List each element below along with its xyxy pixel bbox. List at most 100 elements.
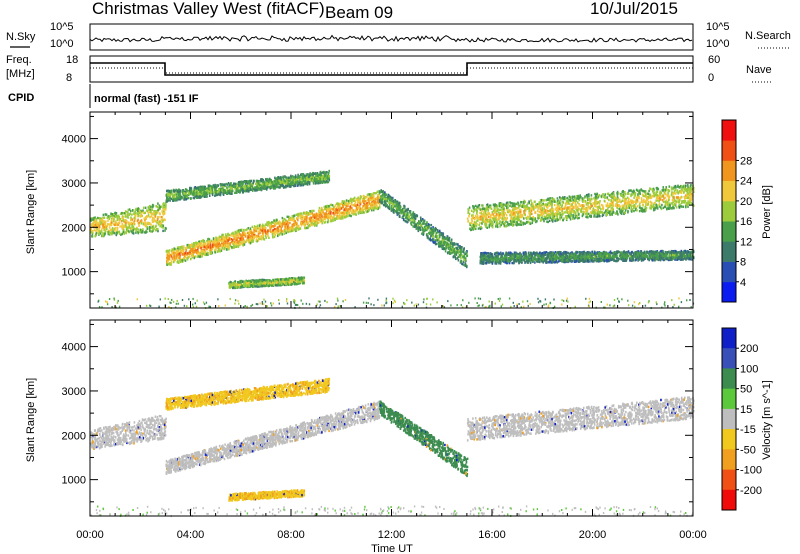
beam-label: Beam 09 [325,3,393,22]
velocity-colorbar-tick-label: -15 [740,424,756,436]
power-echo-band [378,189,469,269]
power-colorbar-tick-label: 20 [740,196,752,208]
velocity-colorbar-segment [722,328,736,349]
power-colorbar-tick-label: 16 [740,216,752,228]
velocity-echo-band [165,377,331,411]
time-axis: 00:00 04:00 08:00 12:00 16:00 20:00 00:00 [76,529,707,541]
velocity-colorbar-tick-label: 15 [740,404,752,416]
freq-label-line1: Freq. [6,54,32,66]
power-axes: 1000 2000 3000 4000 [62,112,694,308]
power-colorbar-tick-label: 8 [740,257,746,269]
time-tick-label: 04:00 [177,529,205,541]
power-colorbar-segment [722,120,736,141]
velocity-colorbar-tick-label: 200 [740,343,758,355]
velocity-colorbar-segment [722,388,736,410]
time-tick-label: 00:00 [679,529,707,541]
noise-left-tick-high: 10^5 [50,21,74,33]
velocity-colorbar-segment [722,368,736,389]
site-title: Christmas Valley West (fitACF) [92,0,325,18]
velocity-colorbar-label: Velocity [m s^-1] [761,380,773,460]
velocity-colorbar-tick-label: -50 [740,444,756,456]
velocity-data-layer [90,377,695,518]
time-tick-label: 16:00 [478,529,506,541]
freq-label-line2: [MHz] [6,68,35,80]
power-colorbar-tick-label: 24 [740,176,752,188]
noise-trace [89,34,693,43]
nave-tick-low: 0 [708,72,714,84]
velocity-echo-band [90,414,167,450]
noise-left-tick-low: 10^0 [50,38,74,50]
power-colorbar-tick-label: 28 [740,155,752,167]
velocity-y-tick-label: 2000 [62,430,86,442]
velocity-colorbar-segment [722,449,736,470]
power-echo-band [165,169,331,203]
velocity-ylabel: Slant Range [km] [25,378,37,462]
power-echo-band [466,183,695,232]
cpid-mode-text: normal (fast) -151 IF [94,93,199,105]
time-tick-label: 20:00 [579,529,607,541]
velocity-colorbar-tick-label: -200 [740,485,762,497]
power-colorbar-segment [722,200,736,222]
power-y-tick-label: 4000 [62,134,86,146]
velocity-colorbar-tick-label: 100 [740,363,758,375]
cpid-panel: CPID normal (fast) -151 IF [8,84,199,108]
noise-right-tick-high: 10^5 [706,21,730,33]
power-y-tick-label: 2000 [62,222,86,234]
power-colorbar-segment [722,241,736,262]
velocity-axes: 1000 2000 3000 4000 [62,320,694,516]
power-colorbar-segment [722,281,736,303]
power-colorbar-tick-label: 4 [740,277,746,289]
velocity-colorbar-segment [722,489,736,511]
velocity-colorbar-tick-label: 50 [740,384,752,396]
time-tick-label: 12:00 [378,529,406,541]
power-colorbar-segment [722,261,736,283]
power-colorbar-frame [721,119,737,303]
nave-tick-high: 60 [708,54,720,66]
velocity-colorbar-segment [722,348,736,369]
nave-label: Nave [746,64,772,76]
power-data-layer [90,169,695,310]
power-panel: 1000 2000 3000 4000 Slant Range [km] 4 8 12 16… [25,111,773,310]
freq-trace [90,62,693,76]
freq-tick-low: 8 [66,72,72,84]
power-echo-band [90,201,167,238]
time-tick-label: 00:00 [76,529,104,541]
velocity-echo-band [379,400,469,478]
power-colorbar-segment [722,221,736,242]
power-ylabel: Slant Range [km] [25,170,37,254]
power-colorbar-tick-label: 12 [740,236,752,248]
freq-panel: Freq. [MHz] 18 8 Nave 60 0 [6,54,772,84]
noise-panel: N.Sky 10^5 10^0 N.Search 10^5 10^0 [6,21,791,51]
cpid-label: CPID [8,92,34,104]
power-colorbar-segment [722,160,736,181]
velocity-colorbar: 200 100 50 15 -15 -50 -100 -200 [721,327,762,511]
velocity-echo-band [466,396,695,442]
power-y-tick-label: 1000 [62,267,86,279]
velocity-y-tick-label: 3000 [62,386,86,398]
velocity-colorbar-segment [722,429,736,450]
time-axis-label: Time UT [371,543,413,554]
power-colorbar-label: Power [dB] [761,185,773,239]
date-label: 10/Jul/2015 [590,0,678,18]
power-echo-band [165,190,381,266]
freq-tick-high: 18 [66,54,78,66]
noise-left-label: N.Sky [6,31,36,43]
power-y-tick-label: 3000 [62,178,86,190]
power-echo-band [228,276,306,290]
velocity-y-tick-label: 4000 [62,342,86,354]
velocity-panel: 1000 2000 3000 4000 Slant Range [km] 200 100… [25,319,773,518]
velocity-colorbar-segment [722,408,736,430]
velocity-echo-band [165,400,381,475]
power-echo-band [479,249,695,265]
velocity-colorbar-tick-label: -100 [740,465,762,477]
noise-right-label: N.Search [745,30,791,42]
nave-trace [90,67,693,74]
time-tick-label: 08:00 [277,529,305,541]
power-colorbar-segment [722,140,736,161]
velocity-colorbar-segment [722,469,736,491]
power-colorbar-segment [722,180,736,202]
power-colorbar: 4 8 12 16 20 24 28 [721,119,752,303]
velocity-y-tick-label: 1000 [62,475,86,487]
velocity-echo-band [228,489,306,502]
velocity-colorbar-frame [721,327,737,511]
